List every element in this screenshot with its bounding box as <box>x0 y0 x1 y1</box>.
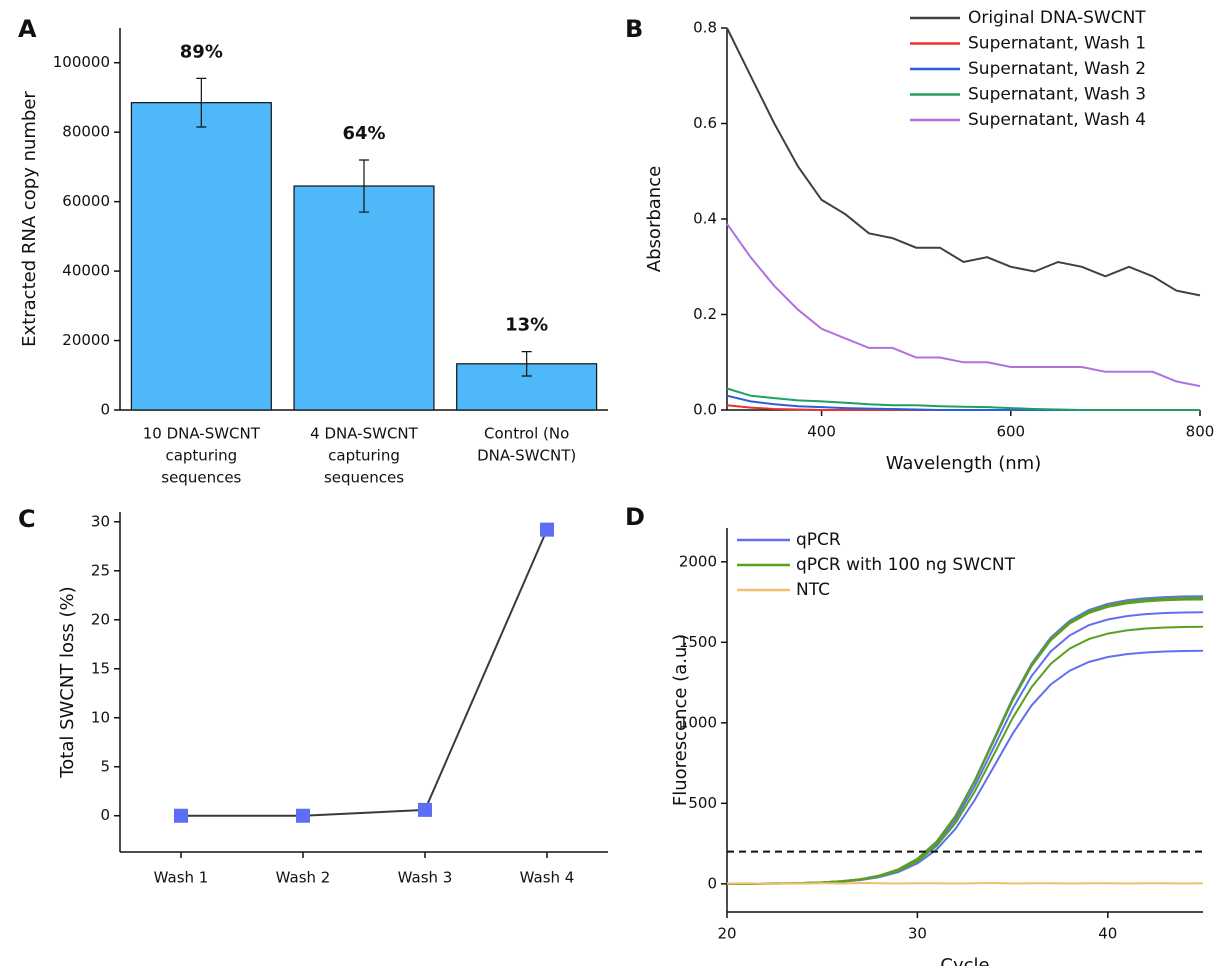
amplification-curve <box>727 596 1204 885</box>
y-tick-label: 2000 <box>679 552 717 570</box>
y-tick-label: 0.4 <box>693 210 717 228</box>
x-tick-label: 40 <box>1098 925 1117 943</box>
x-category-label: Wash 3 <box>398 869 453 887</box>
y-tick-label: 40000 <box>62 262 110 280</box>
x-axis-title: Wavelength (nm) <box>886 453 1042 474</box>
x-tick-label: 400 <box>807 423 836 441</box>
error-bar <box>359 159 369 213</box>
amplification-curve <box>727 598 1204 885</box>
y-tick-label: 100000 <box>53 53 110 71</box>
x-category-label: Control (No <box>484 425 569 443</box>
x-category-label: Wash 2 <box>276 869 331 887</box>
bar-annotation: 13% <box>505 315 548 336</box>
bar-annotation: 64% <box>342 123 385 144</box>
x-category-label: Wash 4 <box>520 869 575 887</box>
y-tick-label: 80000 <box>62 123 110 141</box>
legend-label: Supernatant, Wash 4 <box>968 110 1146 130</box>
bar <box>293 185 435 411</box>
y-axis-title: Total SWCNT loss (%) <box>57 586 78 778</box>
y-tick-label: 0.2 <box>693 305 717 323</box>
data-point <box>174 808 188 823</box>
y-axis-title: Fluorescence (a.u.) <box>670 634 691 806</box>
y-tick-label: 25 <box>91 561 110 579</box>
spectrum-line <box>726 394 1200 411</box>
legend-label: NTC <box>796 580 830 600</box>
spectrum-line <box>726 387 1200 411</box>
error-bar <box>196 77 207 128</box>
legend-label: Original DNA-SWCNT <box>968 8 1146 28</box>
x-category-label: 4 DNA-SWCNT <box>310 425 418 443</box>
x-category-label: sequences <box>161 469 241 487</box>
legend-label: Supernatant, Wash 1 <box>968 34 1146 54</box>
legend-label: qPCR with 100 ng SWCNT <box>796 555 1016 575</box>
panel-label: D <box>625 503 645 531</box>
y-tick-label: 60000 <box>62 192 110 210</box>
legend-label: Supernatant, Wash 3 <box>968 85 1146 105</box>
y-tick-label: 10 <box>91 708 110 726</box>
x-category-label: capturing <box>328 447 400 465</box>
x-category-label: Wash 1 <box>154 869 209 887</box>
bar-annotation: 89% <box>180 41 223 62</box>
bar <box>130 102 272 411</box>
y-tick-label: 0.6 <box>693 114 717 132</box>
amplification-curve <box>726 625 1204 885</box>
y-tick-label: 15 <box>91 659 110 677</box>
connecting-line <box>181 529 548 817</box>
panel-label: A <box>18 15 37 43</box>
x-category-label: DNA-SWCNT) <box>477 447 576 465</box>
data-point <box>296 808 310 823</box>
y-tick-label: 1000 <box>679 713 717 731</box>
data-point <box>418 802 432 817</box>
x-tick-label: 30 <box>908 925 927 943</box>
y-tick-label: 1500 <box>679 633 717 651</box>
y-tick-label: 0.8 <box>693 19 717 37</box>
panel-label: B <box>625 15 643 43</box>
error-bar <box>521 351 532 377</box>
x-tick-label: 800 <box>1186 423 1215 441</box>
spectrum-line <box>726 27 1201 297</box>
y-tick-label: 20000 <box>62 331 110 349</box>
y-axis-title: Absorbance <box>644 166 665 272</box>
x-category-label: capturing <box>165 447 237 465</box>
y-axis-title: Extracted RNA copy number <box>19 91 40 347</box>
legend-label: Supernatant, Wash 2 <box>968 59 1146 79</box>
x-axis-title: Cycle <box>940 955 989 966</box>
panel-label: C <box>18 505 36 533</box>
data-point <box>540 522 554 537</box>
y-tick-label: 30 <box>91 512 110 530</box>
y-tick-label: 0.0 <box>693 401 717 419</box>
amplification-curve <box>727 595 1204 885</box>
x-tick-label: 600 <box>996 423 1025 441</box>
y-tick-label: 0 <box>100 806 110 824</box>
amplification-curve <box>726 649 1204 885</box>
y-tick-label: 20 <box>91 610 110 628</box>
y-tick-label: 0 <box>100 401 110 419</box>
y-tick-label: 500 <box>688 794 717 812</box>
amplification-curve <box>726 881 1204 885</box>
x-category-label: sequences <box>324 469 404 487</box>
y-tick-label: 0 <box>707 874 717 892</box>
legend-label: qPCR <box>796 530 841 550</box>
spectrum-line <box>726 223 1201 388</box>
y-tick-label: 5 <box>100 757 110 775</box>
x-category-label: 10 DNA-SWCNT <box>143 425 261 443</box>
x-tick-label: 20 <box>717 925 736 943</box>
